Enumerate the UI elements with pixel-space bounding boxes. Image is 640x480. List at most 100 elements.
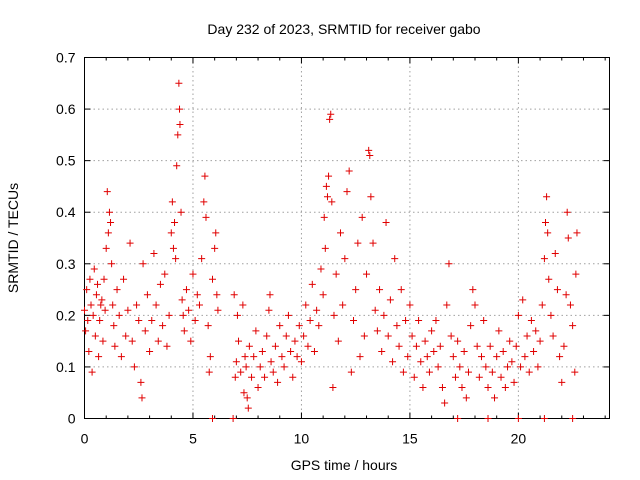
- data-point: [98, 296, 106, 304]
- data-point: [176, 121, 184, 129]
- data-point: [345, 167, 353, 175]
- data-point: [146, 347, 154, 355]
- y-tick-label: 0.7: [56, 50, 76, 66]
- data-point: [141, 327, 149, 335]
- data-point: [347, 368, 355, 376]
- data-point: [323, 193, 331, 201]
- data-point: [266, 291, 274, 299]
- data-point: [96, 317, 104, 325]
- data-point: [214, 306, 222, 314]
- data-point: [167, 229, 175, 237]
- data-point: [475, 373, 483, 381]
- data-point: [91, 332, 99, 340]
- data-point: [544, 229, 552, 237]
- data-point: [382, 219, 390, 227]
- data-point: [320, 213, 328, 221]
- data-point: [84, 317, 92, 325]
- data-point: [139, 260, 147, 268]
- data-point: [178, 296, 186, 304]
- data-point: [263, 332, 271, 340]
- data-point: [521, 353, 529, 361]
- data-point: [484, 415, 492, 422]
- data-point: [563, 208, 571, 216]
- data-point: [258, 347, 266, 355]
- data-point: [252, 327, 260, 335]
- data-point: [86, 275, 94, 283]
- data-point: [83, 286, 91, 294]
- chart-title: Day 232 of 2023, SRMTID for receiver gab…: [207, 21, 480, 37]
- data-point: [478, 353, 486, 361]
- data-point: [206, 353, 214, 361]
- data-point: [514, 311, 522, 319]
- data-point: [90, 265, 98, 273]
- data-point: [564, 234, 572, 242]
- data-point: [423, 353, 431, 361]
- data-point: [462, 394, 470, 402]
- data-point: [378, 347, 386, 355]
- data-point: [171, 219, 179, 227]
- data-point: [389, 358, 397, 366]
- data-point: [497, 373, 505, 381]
- data-point: [527, 317, 535, 325]
- y-tick-label: 0.5: [56, 153, 76, 169]
- data-point: [412, 342, 420, 350]
- data-point: [438, 384, 446, 392]
- data-point: [327, 110, 335, 118]
- data-point: [97, 301, 105, 309]
- data-point: [102, 244, 110, 252]
- data-point: [329, 384, 337, 392]
- data-point: [350, 317, 358, 325]
- data-point: [330, 311, 338, 319]
- tick-labels: 0 0.1 0.2 0.3 0.4 0.5 0.6 0.7 0 5 10 15 20: [56, 50, 526, 447]
- data-point: [363, 270, 371, 278]
- data-point: [569, 322, 577, 330]
- data-point: [326, 115, 334, 123]
- data-point: [571, 368, 579, 376]
- data-point: [443, 301, 451, 309]
- data-point: [369, 239, 377, 247]
- data-point: [445, 260, 453, 268]
- data-point: [430, 347, 438, 355]
- data-point: [532, 327, 540, 335]
- data-point: [235, 337, 243, 345]
- data-point: [248, 373, 256, 381]
- data-point: [547, 311, 555, 319]
- data-point: [484, 384, 492, 392]
- data-point: [284, 311, 292, 319]
- data-point: [553, 286, 561, 294]
- data-point: [536, 337, 544, 345]
- data-point: [202, 213, 210, 221]
- data-point: [138, 394, 146, 402]
- data-point: [204, 322, 212, 330]
- data-point: [421, 337, 429, 345]
- data-point: [101, 306, 109, 314]
- data-point: [174, 131, 182, 139]
- data-point: [154, 337, 162, 345]
- data-point: [172, 255, 180, 263]
- data-point: [300, 332, 308, 340]
- data-point: [308, 280, 316, 288]
- data-point: [81, 306, 88, 314]
- y-tick-label: 0.3: [56, 256, 76, 272]
- data-point: [436, 342, 444, 350]
- data-point: [239, 301, 247, 309]
- y-tick-label: 0.1: [56, 359, 76, 375]
- data-point: [269, 368, 277, 376]
- data-point: [339, 301, 347, 309]
- data-point: [508, 358, 516, 366]
- data-point: [486, 342, 494, 350]
- data-point: [322, 182, 330, 190]
- data-point: [456, 363, 464, 371]
- data-point: [120, 275, 128, 283]
- data-point: [352, 286, 360, 294]
- data-point: [558, 378, 566, 386]
- data-point: [302, 301, 310, 309]
- data-point: [250, 353, 258, 361]
- data-point: [229, 415, 237, 422]
- x-tick-label: 15: [402, 431, 418, 447]
- x-axis-label: GPS time / hours: [291, 457, 398, 473]
- data-point: [467, 322, 475, 330]
- data-point: [177, 208, 185, 216]
- data-point: [491, 394, 499, 402]
